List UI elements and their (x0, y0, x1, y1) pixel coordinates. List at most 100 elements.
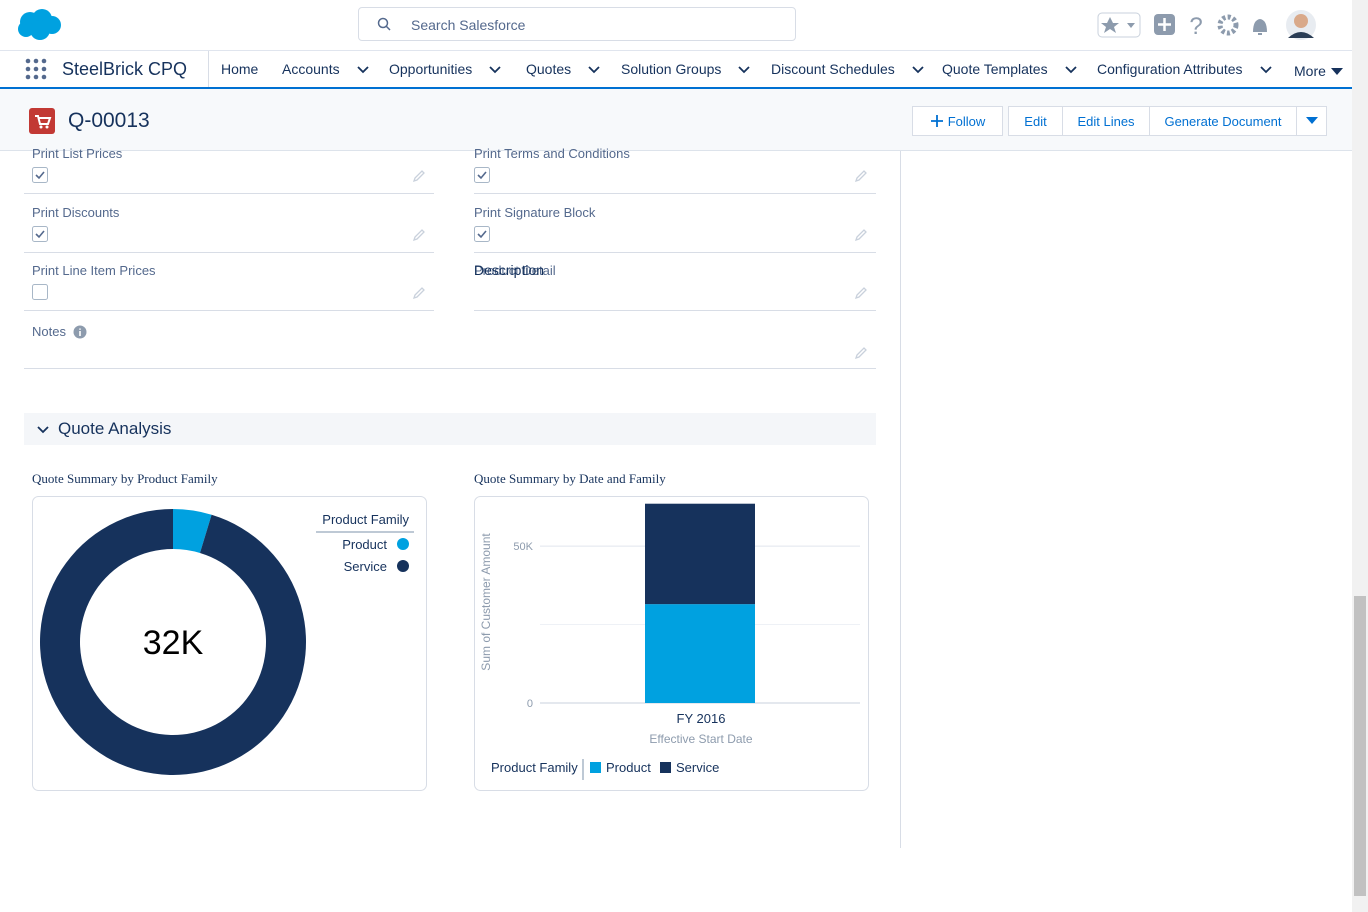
checkbox[interactable] (32, 167, 49, 184)
nav-dropdown[interactable] (737, 65, 751, 75)
nav-dropdown[interactable] (488, 65, 502, 75)
field-divider (474, 193, 876, 194)
nav-more[interactable]: More (1294, 63, 1326, 79)
search-box[interactable]: Search Salesforce (358, 7, 796, 41)
legend-label: Product (606, 760, 651, 775)
nav-dropdown[interactable] (356, 65, 370, 75)
edit-icon[interactable] (854, 228, 868, 242)
checkmark (35, 171, 45, 180)
nav-bar: SteelBrick CPQ (0, 50, 1352, 90)
nav-dropdown[interactable] (911, 65, 925, 75)
scroll-thumb[interactable] (1354, 596, 1366, 896)
action-dropdown[interactable] (1296, 106, 1327, 136)
field-label: Print Terms and Conditions (474, 146, 630, 161)
app-name: SteelBrick CPQ (62, 59, 188, 79)
avatar-body (1288, 32, 1314, 38)
legend-label: Service (676, 760, 719, 775)
checkmark (35, 229, 45, 238)
action-button[interactable]: Follow (912, 106, 1003, 136)
search-icon (377, 17, 391, 31)
checkmark (477, 229, 487, 238)
nav-dropdown[interactable] (1259, 65, 1273, 75)
checkbox[interactable] (474, 167, 491, 184)
section-title: Quote Analysis (58, 419, 172, 438)
checkbox-box (32, 225, 48, 242)
chevron-path (357, 66, 369, 74)
search-placeholder: Search Salesforce (411, 17, 526, 33)
nav-item[interactable]: Solution Groups (621, 61, 722, 77)
legend-title: Product Family (322, 512, 409, 527)
legend-swatch (590, 762, 601, 773)
action-label: Edit (1024, 113, 1047, 129)
divider (208, 51, 209, 87)
nav-item[interactable]: Discount Schedules (771, 61, 895, 77)
action-button[interactable]: Edit Lines (1062, 106, 1150, 136)
pencil (854, 170, 867, 183)
settings-icon[interactable] (1217, 14, 1239, 36)
field-label: Product Detail (474, 263, 556, 278)
checkbox[interactable] (32, 284, 49, 301)
checkbox-box (32, 167, 48, 183)
checkbox[interactable] (32, 225, 49, 243)
caret (1127, 23, 1135, 28)
action-label: Edit Lines (1077, 113, 1135, 129)
pencil (854, 228, 867, 241)
legend-label: Product (342, 537, 387, 552)
caret-icon (1305, 117, 1318, 124)
scrollbar[interactable] (1352, 0, 1368, 912)
caret (1305, 117, 1318, 124)
bar-segment (645, 604, 755, 703)
bell-icon[interactable] (1253, 19, 1267, 35)
notes-label: Notes (32, 324, 66, 339)
field-divider (24, 193, 434, 194)
edit-icon[interactable] (854, 346, 868, 360)
pencil (412, 228, 425, 241)
nav-item[interactable]: Opportunities (389, 61, 473, 77)
caret (1331, 68, 1343, 75)
field-label: Print Discounts (32, 204, 120, 220)
edit-icon[interactable] (854, 286, 868, 300)
nav-dropdown[interactable] (587, 65, 601, 75)
edit-icon[interactable] (412, 228, 426, 242)
field-label: Print List Prices (32, 146, 123, 161)
chevron-path (489, 66, 501, 74)
plus (1158, 18, 1171, 31)
notes-divider (24, 368, 876, 369)
field-divider (474, 251, 876, 253)
pencil (412, 287, 425, 300)
action-label: Generate Document (1164, 113, 1282, 129)
action-button[interactable]: Generate Document (1149, 106, 1297, 136)
nav-item[interactable]: Configuration Attributes (1097, 61, 1243, 77)
help-icon[interactable]: ? (1189, 13, 1202, 40)
edit-icon[interactable] (412, 169, 426, 183)
checkbox[interactable] (474, 225, 491, 243)
chart-title: Quote Summary by Product Family (32, 471, 218, 486)
favorites[interactable] (1097, 12, 1141, 38)
app-launcher[interactable] (25, 58, 47, 80)
chart: 32K Product Family Product Service (32, 496, 427, 791)
chevron-path (588, 66, 600, 74)
logo (18, 9, 61, 40)
star-icon (1101, 17, 1119, 33)
legend-swatch (397, 538, 409, 550)
nav-item[interactable]: Quote Templates (942, 61, 1048, 77)
section-header[interactable]: Quote Analysis (24, 413, 876, 445)
info-icon[interactable] (73, 325, 87, 339)
panel-divider (900, 151, 901, 848)
field-label: Print Line Item Prices (32, 263, 156, 278)
checkmark (477, 171, 487, 180)
field-divider (474, 310, 876, 311)
field-divider (24, 310, 434, 311)
legend-swatch (660, 762, 671, 773)
edit-icon[interactable] (854, 169, 868, 183)
edit-icon[interactable] (412, 286, 426, 300)
x-axis-label: Effective Start Date (649, 732, 752, 746)
nav-item[interactable]: Accounts (282, 61, 340, 77)
nav-item[interactable]: Quotes (526, 61, 572, 77)
field-label: Print Signature Block (474, 204, 596, 220)
action-button[interactable]: Edit (1008, 106, 1063, 136)
nav-dropdown[interactable] (1064, 65, 1078, 75)
pencil (412, 170, 425, 183)
nav-item[interactable]: Home (221, 61, 259, 77)
